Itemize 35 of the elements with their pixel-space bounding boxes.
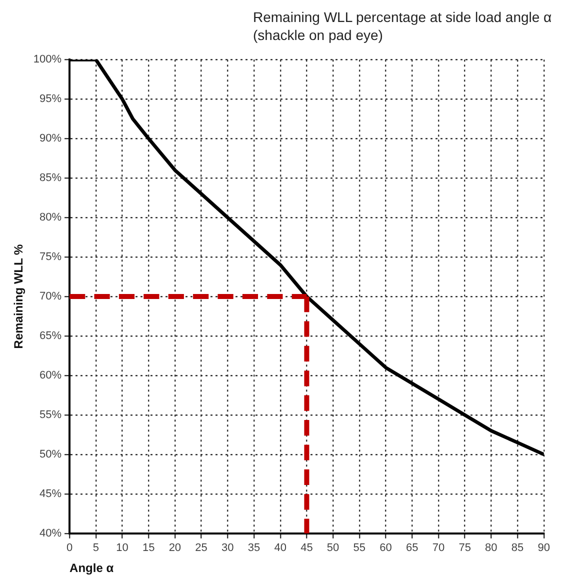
x-tick-label: 25 [195,542,208,554]
y-tick-label: 60% [40,370,62,382]
x-tick-label: 40 [274,542,286,554]
x-tick-label: 70 [432,542,445,554]
y-tick-label: 65% [40,330,62,342]
x-tick-label: 0 [66,542,73,554]
y-tick-label: 100% [33,54,62,66]
y-tick-label: 40% [40,527,62,540]
y-axis-title: Remaining WLL % [12,244,26,349]
x-tick-label: 85 [511,542,524,554]
y-tick-label: 85% [40,172,62,184]
x-tick-label: 35 [248,542,260,554]
x-tick-label: 30 [222,542,234,554]
chart-title: Remaining WLL percentage at side load angle α (shackle on pad eye) [253,8,553,44]
y-tick-label: 55% [40,408,62,421]
x-tick-label: 65 [406,542,418,554]
x-tick-label: 80 [485,542,498,554]
y-tick-label: 45% [40,488,62,500]
y-tick-label: 70% [40,290,62,303]
x-tick-label: 15 [142,542,155,554]
x-tick-label: 45 [300,542,313,554]
x-tick-label: 55 [353,542,366,554]
x-tick-label: 60 [380,542,392,554]
y-tick-label: 75% [40,251,62,264]
y-tick-label: 50% [40,448,62,460]
x-tick-label: 90 [538,542,550,554]
y-tick-label: 95% [40,93,62,106]
x-tick-label: 20 [168,542,182,554]
x-tick-label: 75 [458,542,471,554]
x-tick-label: 5 [92,542,99,554]
y-tick-label: 90% [40,132,62,145]
x-axis-title: Angle α [70,561,114,576]
y-tick-label: 80% [40,212,62,224]
x-tick-label: 50 [326,542,340,554]
x-tick-label: 10 [116,542,128,554]
